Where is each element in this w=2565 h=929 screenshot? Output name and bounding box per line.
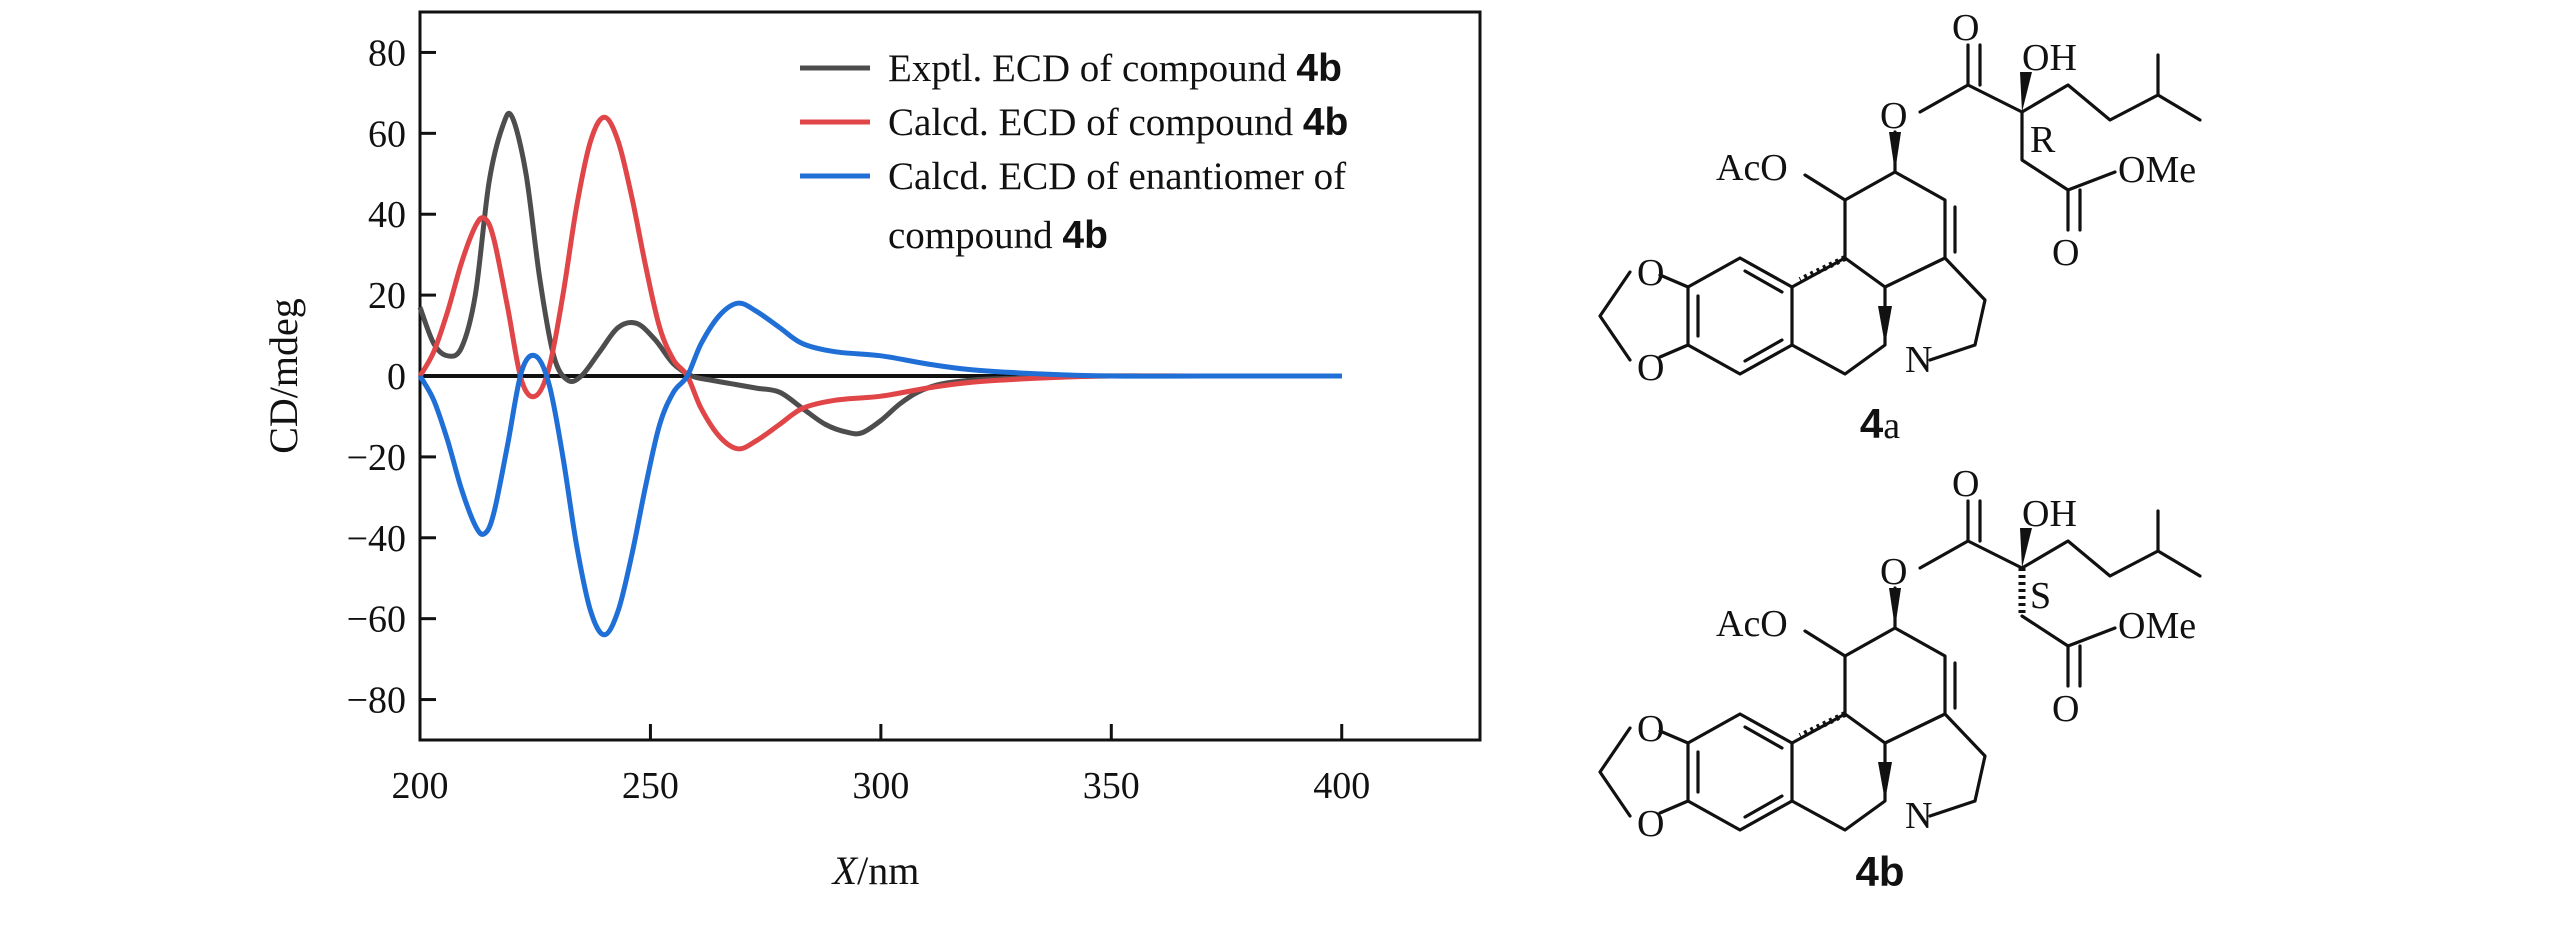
structure-4a-atom-label: O bbox=[1637, 252, 1664, 294]
x-axis-title-symbol: X bbox=[831, 848, 859, 893]
x-tick-label: 300 bbox=[852, 765, 909, 807]
structure-4b-stereo-label: S bbox=[2030, 575, 2051, 617]
legend-entry-enantiomer-line1: Calcd. ECD of enantiomer of bbox=[888, 155, 1346, 198]
y-axis-title: CD/mdeg bbox=[261, 298, 306, 454]
structure-4a-wedge-2 bbox=[1878, 306, 1892, 345]
y-tick-label: 80 bbox=[368, 32, 406, 74]
structure-4a-hash-1 bbox=[1798, 255, 1847, 283]
structure-4b-label-letter: b bbox=[1879, 848, 1905, 895]
structure-4b-atom-label: AcO bbox=[1716, 603, 1788, 645]
structure-4b-atom-label: O bbox=[1952, 463, 1979, 505]
structure-4a-atom-label: O bbox=[1952, 7, 1979, 49]
x-tick-label: 250 bbox=[622, 765, 679, 807]
structure-4b-wedge-2 bbox=[1878, 762, 1892, 801]
y-tick-label: −60 bbox=[347, 599, 406, 641]
structure-4a-atom-label: O bbox=[1880, 95, 1907, 137]
structure-4a-atom-label: OMe bbox=[2118, 149, 2196, 191]
structure-4a-atom-label: N bbox=[1905, 339, 1932, 381]
structure-4b-atom-label: N bbox=[1905, 795, 1932, 837]
legend-entry-enantiomer-text: compound bbox=[888, 214, 1062, 257]
structure-4b-atom-label: OH bbox=[2022, 493, 2077, 535]
y-tick-label: −20 bbox=[347, 437, 406, 479]
structure-4b-atom-label: OMe bbox=[2118, 605, 2196, 647]
y-tick-label: 0 bbox=[387, 356, 406, 398]
structure-4a-atom-label: AcO bbox=[1716, 147, 1788, 189]
legend: Exptl. ECD of compound 4b Calcd. ECD of … bbox=[800, 47, 1348, 257]
series-line-enantiomer bbox=[417, 300, 1342, 638]
structure-4a-label: 4a bbox=[1860, 400, 1900, 447]
legend-entry-exptl-text: Exptl. ECD of compound bbox=[888, 47, 1296, 90]
structure-4b-atom-label: O bbox=[1637, 803, 1664, 845]
structure-4a-label-letter: a bbox=[1883, 405, 1900, 447]
y-tick-label: 60 bbox=[368, 113, 406, 155]
structure-4b-wedge-1 bbox=[1889, 588, 1901, 628]
legend-entry-calcd-bold: 4b bbox=[1303, 101, 1349, 144]
structure-4a-atom-label: O bbox=[1637, 347, 1664, 389]
x-tick-label: 400 bbox=[1313, 765, 1370, 807]
legend-entry-exptl-bold: 4b bbox=[1296, 47, 1342, 90]
structure-4b-label-num: 4 bbox=[1855, 848, 1879, 895]
structure-4a-atom-label: OH bbox=[2022, 37, 2077, 79]
structure-4a-atom-label: O bbox=[2052, 232, 2079, 274]
structure-4b-label: 4b bbox=[1855, 848, 1904, 895]
x-axis-ticks: 200 250 300 350 400 bbox=[392, 724, 1370, 807]
series-layer bbox=[417, 110, 1342, 638]
structure-4a-wedge-oh bbox=[2020, 72, 2032, 112]
structure-4b-hash-1 bbox=[1798, 711, 1847, 739]
structure-4b-atom-label: O bbox=[1637, 708, 1664, 750]
y-tick-label: −80 bbox=[347, 680, 406, 722]
series-line-calcd bbox=[417, 114, 1342, 452]
structure-4b: O OH O S AcO OMe O O O N 4b bbox=[1598, 463, 2202, 895]
x-axis-title-unit: /nm bbox=[857, 848, 919, 893]
legend-entry-enantiomer-line2: compound 4b bbox=[888, 214, 1108, 257]
structure-4b-wedge-oh bbox=[2020, 528, 2032, 568]
y-tick-label: 40 bbox=[368, 194, 406, 236]
legend-entry-calcd-text: Calcd. ECD of compound bbox=[888, 101, 1303, 144]
y-tick-label: −40 bbox=[347, 518, 406, 560]
structure-4b-atom-label: O bbox=[2052, 688, 2079, 730]
structure-4a: O OH O R AcO OMe O O O N 4a bbox=[1598, 7, 2202, 447]
legend-entry-exptl: Exptl. ECD of compound 4b bbox=[888, 47, 1342, 90]
x-tick-label: 200 bbox=[392, 765, 449, 807]
x-tick-label: 350 bbox=[1083, 765, 1140, 807]
legend-entry-enantiomer-bold: 4b bbox=[1062, 214, 1108, 257]
legend-entry-calcd: Calcd. ECD of compound 4b bbox=[888, 101, 1348, 144]
y-axis-ticks: 80 60 40 20 0 −20 −40 −60 −80 bbox=[347, 32, 436, 722]
structure-4a-label-num: 4 bbox=[1860, 400, 1884, 447]
structure-4b-atom-label: O bbox=[1880, 551, 1907, 593]
structure-4a-stereo-label: R bbox=[2030, 119, 2056, 161]
x-axis-title: X/nm bbox=[831, 848, 920, 893]
y-tick-label: 20 bbox=[368, 275, 406, 317]
structure-4a-wedge-1 bbox=[1889, 132, 1901, 172]
